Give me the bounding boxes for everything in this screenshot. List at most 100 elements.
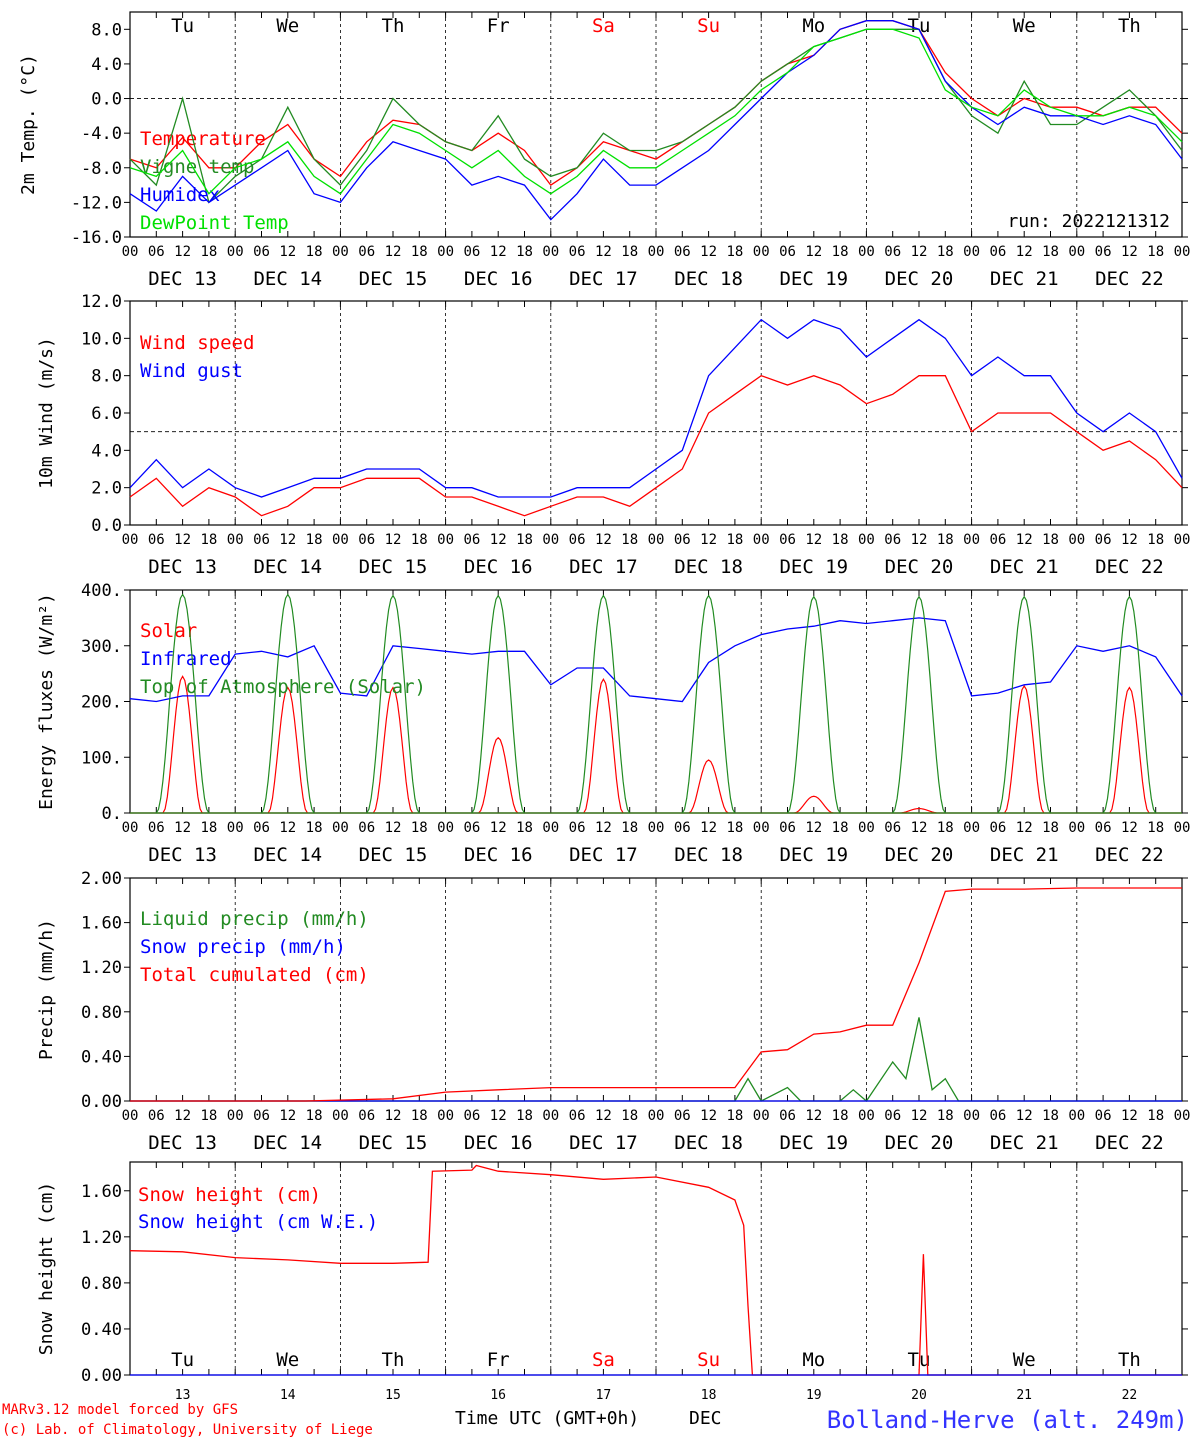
- day-number: 22: [1122, 1388, 1138, 1403]
- series-line: [130, 887, 1182, 1102]
- hour-tick-label: 00: [648, 1108, 665, 1124]
- hour-tick-label: 18: [1147, 532, 1164, 548]
- hour-tick-label: 06: [779, 1108, 796, 1124]
- hour-tick-label: 06: [674, 820, 691, 836]
- hour-tick-label: 06: [358, 1108, 375, 1124]
- hour-tick-label: 18: [621, 244, 638, 260]
- date-label: DEC 19: [779, 1132, 848, 1154]
- y-tick-label: 200.: [81, 693, 122, 713]
- hour-tick-label: 12: [1016, 1108, 1033, 1124]
- hour-tick-label: 00: [227, 532, 244, 548]
- hour-tick-label: 00: [963, 820, 980, 836]
- hour-tick-label: 06: [1095, 820, 1112, 836]
- hour-tick-label: 06: [253, 820, 270, 836]
- panel-4: 2.00 1.60 1.20 0.80 0.40 0.00 Precip (mm/h) 00 0…: [36, 869, 1190, 1154]
- panel-5: 1.60 1.20 0.80 0.40 0.00 Snow height (cm) Tu We…: [36, 1161, 1188, 1386]
- series-line: [130, 1017, 1182, 1102]
- y-axis-label: Precip (mm/h): [36, 919, 57, 1060]
- hour-tick-label: 06: [253, 1108, 270, 1124]
- y-tick-label: 0.0: [91, 516, 122, 536]
- date-label: DEC 20: [885, 268, 954, 290]
- hour-tick-label: 06: [674, 244, 691, 260]
- date-label: DEC 21: [990, 268, 1059, 290]
- hour-tick-label: 00: [542, 532, 559, 548]
- hour-tick-label: 18: [411, 244, 428, 260]
- hour-tick-label: 18: [621, 1108, 638, 1124]
- hour-tick-label: 18: [832, 1108, 849, 1124]
- day-name: Mo: [802, 15, 825, 37]
- date-label: DEC 14: [253, 268, 322, 290]
- day-name: Sa: [592, 1349, 615, 1371]
- panel-1: 8.0 4.0 0.0 -4.0 -8.0 -12.0 -16.0 2m Temp. (°C)…: [18, 11, 1190, 290]
- date-label: DEC 22: [1095, 556, 1164, 578]
- hour-tick-label: 06: [989, 1108, 1006, 1124]
- legend-entry: Solar: [140, 620, 197, 642]
- date-label: DEC 16: [464, 1132, 533, 1154]
- hour-tick-label: 12: [385, 820, 402, 836]
- y-tick-label: 12.0: [81, 292, 122, 312]
- date-label: DEC 21: [990, 556, 1059, 578]
- hour-tick-label: 00: [753, 532, 770, 548]
- legend-entry: Humidex: [140, 184, 220, 206]
- hour-tick-label: 12: [1016, 820, 1033, 836]
- hour-tick-label: 12: [279, 244, 296, 260]
- hour-tick-label: 06: [358, 532, 375, 548]
- hour-tick-label: 00: [963, 532, 980, 548]
- legend-entry: DewPoint Temp: [140, 212, 289, 234]
- series-line: [129, 1164, 1182, 1376]
- hour-tick-label: 18: [621, 532, 638, 548]
- hour-tick-label: 12: [595, 532, 612, 548]
- y-tick-label: -16.0: [71, 228, 122, 248]
- y-tick-label: -4.0: [81, 124, 122, 144]
- x-axis-label: Time UTC (GMT+0h): [455, 1408, 639, 1429]
- hour-tick-label: 00: [437, 244, 454, 260]
- hour-tick-label: 06: [253, 244, 270, 260]
- hour-tick-label: 00: [1174, 820, 1191, 836]
- hour-tick-label: 18: [1042, 244, 1059, 260]
- date-label: DEC 17: [569, 844, 638, 866]
- hour-tick-label: 12: [279, 1108, 296, 1124]
- hour-tick-label: 06: [569, 820, 586, 836]
- day-number: 17: [596, 1388, 612, 1403]
- hour-tick-label: 00: [648, 820, 665, 836]
- date-label: DEC 13: [148, 844, 217, 866]
- hour-tick-label: 12: [385, 244, 402, 260]
- hour-tick-label: 12: [279, 532, 296, 548]
- legend-entry: Snow height (cm): [138, 1184, 321, 1206]
- y-tick-label: 0.00: [81, 1092, 122, 1112]
- date-label: DEC 22: [1095, 1132, 1164, 1154]
- hour-tick-label: 00: [963, 244, 980, 260]
- hour-tick-label: 00: [332, 820, 349, 836]
- hour-tick-label: 18: [1147, 244, 1164, 260]
- legend-entry: Infrared: [140, 648, 232, 670]
- hour-tick-label: 18: [726, 532, 743, 548]
- date-label: DEC 14: [253, 556, 322, 578]
- hour-tick-label: 18: [1042, 532, 1059, 548]
- y-tick-label: 2.00: [81, 869, 122, 889]
- hour-tick-label: 12: [279, 820, 296, 836]
- y-tick-label: 300.: [81, 637, 122, 657]
- hour-tick-label: 00: [437, 1108, 454, 1124]
- hour-tick-label: 00: [542, 820, 559, 836]
- hour-tick-label: 00: [122, 820, 139, 836]
- hour-tick-label: 12: [805, 820, 822, 836]
- hour-tick-label: 00: [542, 244, 559, 260]
- hour-tick-label: 00: [963, 1108, 980, 1124]
- y-tick-label: 8.0: [91, 20, 122, 40]
- hour-tick-label: 18: [306, 244, 323, 260]
- hour-tick-label: 06: [779, 532, 796, 548]
- y-axis-label: 10m Wind (m/s): [36, 337, 57, 489]
- hour-tick-label: 12: [490, 1108, 507, 1124]
- hour-tick-label: 06: [884, 1108, 901, 1124]
- hour-tick-label: 12: [700, 820, 717, 836]
- hour-tick-label: 00: [1068, 244, 1085, 260]
- hour-tick-label: 06: [463, 1108, 480, 1124]
- hour-tick-label: 06: [148, 244, 165, 260]
- legend-entry: Snow precip (mm/h): [140, 936, 346, 958]
- hour-tick-label: 12: [911, 1108, 928, 1124]
- hour-tick-label: 18: [1147, 1108, 1164, 1124]
- day-name: Mo: [802, 1349, 825, 1371]
- hour-tick-label: 06: [463, 244, 480, 260]
- hour-tick-label: 18: [937, 1108, 954, 1124]
- y-tick-label: 1.20: [81, 958, 122, 978]
